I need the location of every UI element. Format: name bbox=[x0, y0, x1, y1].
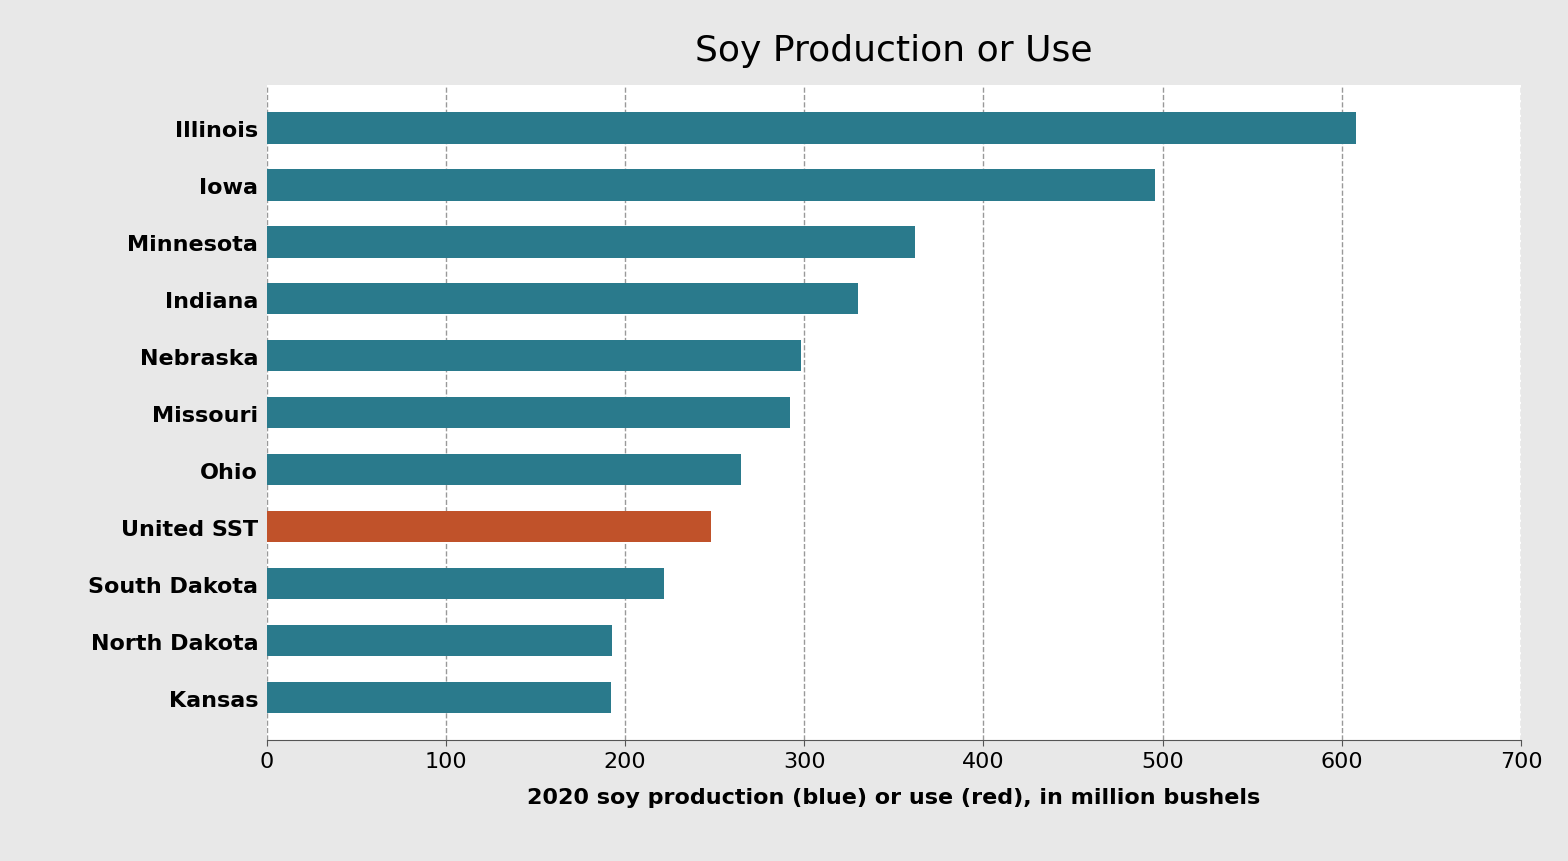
Bar bbox=[267, 170, 1156, 201]
Bar bbox=[267, 341, 801, 372]
Bar bbox=[267, 284, 858, 315]
X-axis label: 2020 soy production (blue) or use (red), in million bushels: 2020 soy production (blue) or use (red),… bbox=[527, 788, 1261, 808]
Title: Soy Production or Use: Soy Production or Use bbox=[695, 34, 1093, 68]
Bar bbox=[267, 227, 916, 258]
Bar bbox=[267, 398, 790, 429]
Bar bbox=[267, 455, 742, 486]
Bar bbox=[267, 113, 1356, 145]
Bar bbox=[267, 568, 665, 599]
Bar bbox=[267, 625, 613, 657]
Bar bbox=[267, 682, 610, 714]
Bar bbox=[267, 511, 710, 542]
